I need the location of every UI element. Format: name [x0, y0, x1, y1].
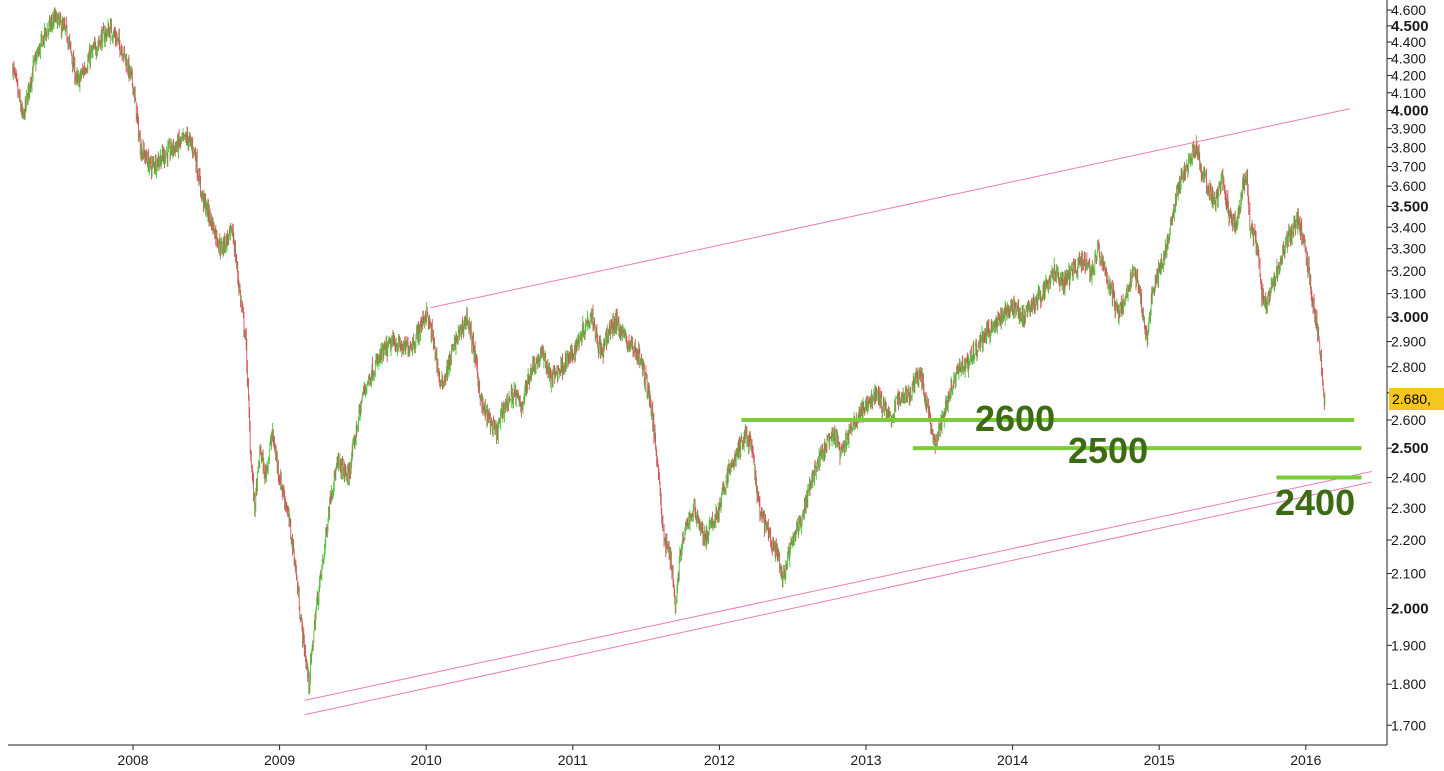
- last-price-marker: 2.680,: [1389, 388, 1444, 410]
- y-tick-label: 1.900: [1391, 637, 1426, 653]
- price-candles: [12, 7, 1326, 695]
- y-axis-ticks: 1.700 1.800 1.900 2.000 2.100 2.200 2.300 2.400…: [1387, 2, 1429, 733]
- channel-line-lower-2: [304, 481, 1372, 716]
- y-tick-label: 3.200: [1391, 263, 1426, 279]
- x-tick-label: 2010: [411, 752, 442, 768]
- channel-line-upper: [430, 108, 1350, 309]
- y-tick-label: 3.700: [1391, 159, 1426, 175]
- channel-lines: [304, 108, 1372, 716]
- y-tick-label: 4.000: [1391, 103, 1429, 120]
- y-tick-label: 3.100: [1391, 286, 1426, 302]
- y-tick-label: 2.500: [1391, 440, 1429, 457]
- axes: [8, 0, 1388, 746]
- y-tick-label: 4.600: [1391, 2, 1426, 18]
- y-tick-label: 3.000: [1391, 309, 1429, 326]
- y-tick-label: 1.700: [1391, 717, 1426, 733]
- y-tick-label: 2.300: [1391, 500, 1426, 516]
- last-price-label: 2.680,: [1392, 391, 1431, 407]
- x-tick-label: 2016: [1290, 752, 1321, 768]
- support-levels: 2600 2500 2400: [741, 398, 1362, 523]
- x-tick-label: 2015: [1144, 752, 1175, 768]
- y-tick-label: 3.800: [1391, 139, 1426, 155]
- y-tick-label: 2.100: [1391, 565, 1426, 581]
- y-tick-label: 3.600: [1391, 178, 1426, 194]
- y-tick-label: 4.400: [1391, 34, 1426, 50]
- y-tick-label: 3.500: [1391, 198, 1429, 215]
- y-tick-label: 2.200: [1391, 532, 1426, 548]
- y-tick-label: 3.300: [1391, 241, 1426, 257]
- y-tick-label: 4.100: [1391, 85, 1426, 101]
- x-axis-ticks: 2008 2009 2010 2011 2012 2013 2014 2015 2016: [117, 745, 1322, 768]
- channel-line-lower-1: [304, 471, 1372, 701]
- y-tick-label: 4.300: [1391, 51, 1426, 67]
- y-tick-label: 4.200: [1391, 67, 1426, 83]
- level-label-2600: 2600: [975, 398, 1055, 439]
- level-label-2500: 2500: [1068, 430, 1148, 471]
- last-price-badge: [1389, 388, 1444, 410]
- y-tick-label: 4.500: [1391, 18, 1429, 35]
- x-tick-label: 2012: [704, 752, 735, 768]
- x-tick-label: 2011: [558, 752, 588, 768]
- y-tick-label: 2.900: [1391, 334, 1426, 350]
- y-tick-label: 2.400: [1391, 470, 1426, 486]
- level-label-2400: 2400: [1275, 482, 1355, 523]
- y-tick-label: 3.400: [1391, 219, 1426, 235]
- y-tick-label: 2.000: [1391, 601, 1429, 618]
- y-tick-label: 3.900: [1391, 121, 1426, 137]
- y-tick-label: 1.800: [1391, 676, 1426, 692]
- x-tick-label: 2008: [117, 752, 148, 768]
- y-tick-label: 2.800: [1391, 359, 1426, 375]
- x-tick-label: 2013: [850, 752, 881, 768]
- x-tick-label: 2009: [264, 752, 295, 768]
- y-tick-label: 2.600: [1391, 412, 1426, 428]
- x-tick-label: 2014: [997, 752, 1028, 768]
